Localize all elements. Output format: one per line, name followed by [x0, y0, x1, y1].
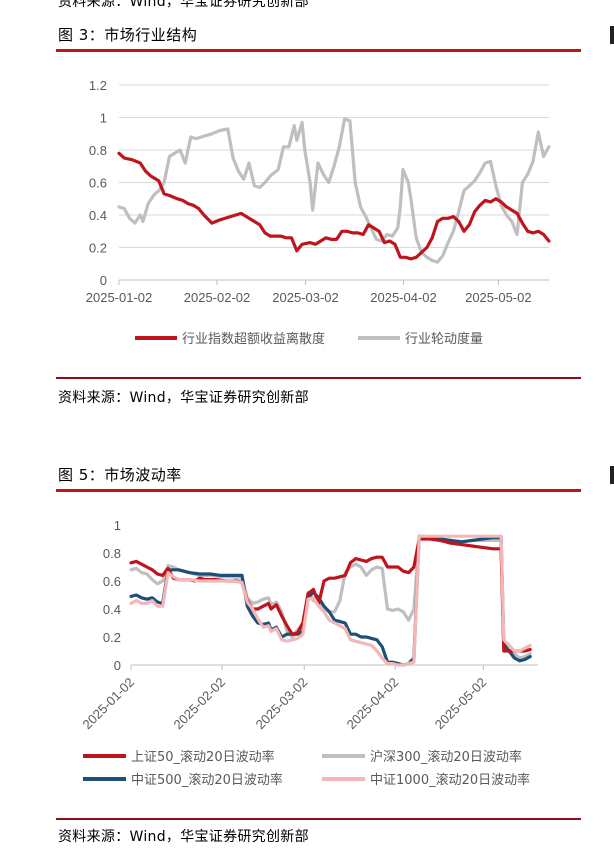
figure2-source: 资料来源：Wind，华宝证券研究创新部: [58, 829, 309, 845]
edge-mark: [610, 26, 614, 44]
x-tick-label: 2025-04-02: [344, 675, 402, 733]
series-line-1: [117, 151, 551, 261]
figure2-bottom-rule: [56, 818, 581, 820]
series-line-2: [117, 117, 551, 264]
x-tick-label: 2025-03-02: [253, 675, 311, 733]
legend-label-4: 中证1000_滚动20日波动率: [370, 772, 530, 788]
edge-mark: [610, 466, 614, 484]
series-line-1: [129, 537, 532, 653]
y-tick-label: 1: [114, 518, 121, 533]
x-tick-label: 2025-01-02: [86, 290, 153, 305]
y-tick-label: 0: [114, 658, 121, 673]
x-tick-label: 2025-05-02: [465, 290, 532, 305]
x-tick-label: 2025-03-02: [272, 290, 339, 305]
x-tick-label: 2025-02-02: [170, 675, 228, 733]
chart2: 0 0.2 0.4 0.6 0.8 1 2025-01-02 2025-02-02 2025-0…: [79, 518, 538, 788]
figure2-top-rule: [56, 489, 581, 492]
series-line-3: [129, 534, 532, 667]
figure1-bottom-rule: [56, 377, 581, 379]
y-tick-label: 1.2: [89, 78, 107, 93]
figure2-title: 图 5：市场波动率: [58, 466, 182, 484]
x-tick-label: 2025-04-02: [370, 290, 437, 305]
x-tick-label: 2025-02-02: [184, 290, 251, 305]
figure1-top-rule: [56, 49, 581, 52]
y-tick-label: 0: [100, 273, 107, 288]
series-line-2: [129, 536, 532, 660]
y-tick-label: 0.4: [103, 602, 121, 617]
y-tick-label: 0.4: [89, 208, 107, 223]
figure1-title: 图 3：市场行业结构: [58, 26, 198, 44]
top-source-note: 资料来源：Wind，华宝证券研究创新部: [58, 0, 309, 10]
series-line-4: [129, 534, 532, 667]
y-tick-label: 0.8: [103, 546, 121, 561]
x-tick-label: 2025-01-02: [79, 675, 137, 733]
y-tick-label: 0.8: [89, 143, 107, 158]
legend-label-1: 上证50_滚动20日波动率: [131, 749, 275, 765]
figure1-source: 资料来源：Wind，华宝证券研究创新部: [58, 390, 309, 406]
x-tick-label: 2025-05-02: [432, 675, 490, 733]
legend-label-2: 沪深300_滚动20日波动率: [370, 749, 522, 765]
legend-label-1: 行业指数超额收益离散度: [182, 331, 325, 347]
y-tick-label: 0.2: [89, 241, 107, 256]
y-tick-label: 0.6: [89, 176, 107, 191]
y-tick-label: 1: [100, 111, 107, 126]
y-tick-label: 0.6: [103, 574, 121, 589]
y-tick-label: 0.2: [103, 630, 121, 645]
chart1: 0 0.2 0.4 0.6 0.8 1 1.2 2025-01-02 2025-02-02 202…: [86, 78, 551, 347]
legend-label-3: 中证500_滚动20日波动率: [131, 772, 283, 788]
legend-label-2: 行业轮动度量: [405, 331, 483, 347]
